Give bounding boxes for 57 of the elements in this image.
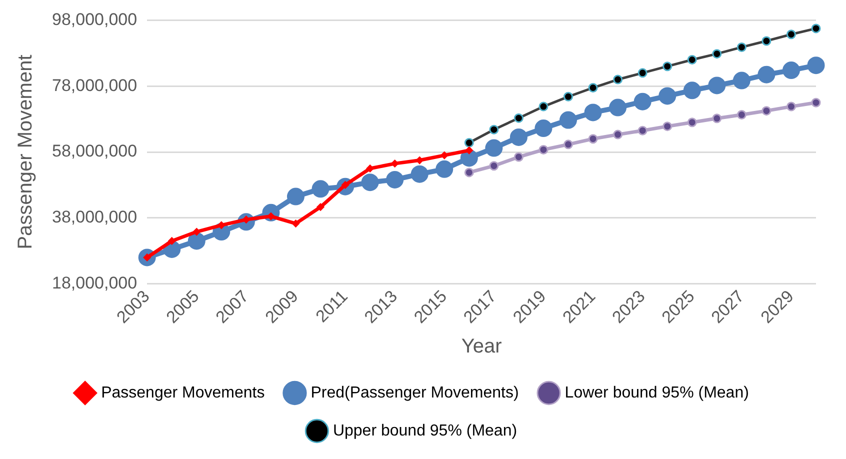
- point: [811, 98, 821, 108]
- point: [588, 134, 598, 144]
- point: [510, 128, 528, 146]
- point: [436, 160, 454, 178]
- point: [538, 144, 548, 154]
- point: [514, 152, 524, 162]
- y-tick-label: 98,000,000: [52, 10, 138, 29]
- point: [465, 146, 473, 154]
- point: [687, 118, 697, 128]
- point: [485, 139, 503, 157]
- point: [658, 87, 676, 105]
- point: [762, 106, 772, 116]
- point: [386, 170, 404, 188]
- point: [736, 110, 746, 120]
- point: [440, 152, 448, 160]
- point: [312, 180, 330, 198]
- point: [683, 82, 701, 100]
- point: [638, 126, 648, 136]
- point: [361, 174, 379, 192]
- y-tick-label: 18,000,000: [52, 274, 138, 293]
- point: [786, 102, 796, 112]
- point: [416, 156, 424, 164]
- legend-label: Passenger Movements: [101, 384, 265, 402]
- point: [188, 232, 206, 250]
- point: [584, 104, 602, 122]
- point: [807, 56, 825, 74]
- point: [758, 66, 776, 84]
- point: [410, 165, 428, 183]
- point: [464, 168, 474, 178]
- legend-label: Lower bound 95% (Mean): [564, 384, 749, 402]
- point: [286, 188, 304, 206]
- point: [662, 122, 672, 132]
- point: [534, 120, 552, 138]
- point: [564, 140, 574, 150]
- point: [732, 72, 750, 90]
- legend-label: Upper bound 95% (Mean): [332, 422, 518, 440]
- point: [782, 62, 800, 80]
- point: [292, 220, 300, 228]
- y-tick-label: 38,000,000: [52, 208, 138, 227]
- legend-label: Pred(Passenger Movements): [310, 384, 519, 402]
- point: [192, 228, 200, 236]
- y-tick-label: 78,000,000: [52, 76, 138, 95]
- point: [168, 237, 176, 245]
- point: [560, 111, 578, 129]
- point: [391, 160, 399, 168]
- y-axis-title: Passenger Movement: [14, 54, 37, 250]
- point: [218, 221, 226, 229]
- y-tick-label: 58,000,000: [52, 142, 138, 161]
- point: [708, 76, 726, 94]
- x-axis-title: Year: [461, 336, 502, 358]
- point: [613, 130, 623, 140]
- point: [489, 161, 499, 171]
- point: [634, 92, 652, 110]
- point: [366, 164, 374, 172]
- point: [316, 203, 324, 211]
- point: [712, 114, 722, 124]
- point: [609, 98, 627, 116]
